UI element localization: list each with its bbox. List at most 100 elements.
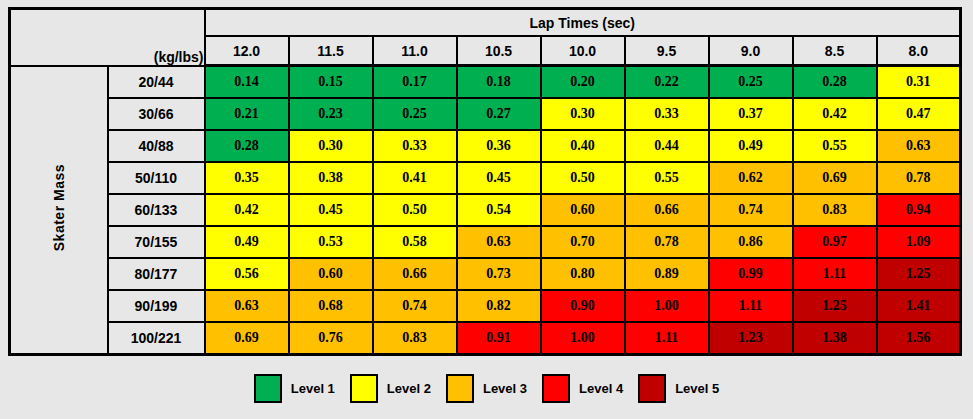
column-header: 10.0 <box>541 36 625 66</box>
row-label: 30/66 <box>108 98 205 130</box>
units-corner-cell: (kg/lbs) <box>10 9 205 66</box>
heatmap-cell: 0.97 <box>793 226 877 258</box>
table-title: Lap Times (sec) <box>205 9 961 37</box>
table-row: 90/1990.630.680.740.820.901.001.111.251.… <box>10 290 961 322</box>
legend-swatch-level-4 <box>542 374 570 403</box>
column-header: 11.5 <box>289 36 373 66</box>
heatmap-cell: 0.25 <box>373 98 457 130</box>
heatmap-cell: 0.91 <box>457 322 541 355</box>
heatmap-cell: 0.44 <box>625 130 709 162</box>
y-axis-title: Skater Mass <box>51 164 67 251</box>
heatmap-cell: 0.55 <box>793 130 877 162</box>
heatmap-cell: 0.35 <box>205 162 289 194</box>
legend-label: Level 1 <box>291 381 335 396</box>
row-label: 60/133 <box>108 194 205 226</box>
legend-label: Level 2 <box>387 381 431 396</box>
table-title-row: (kg/lbs) Lap Times (sec) <box>10 9 961 37</box>
heatmap-cell: 0.36 <box>457 130 541 162</box>
heatmap-cell: 0.49 <box>205 226 289 258</box>
lap-times-heatmap-table: (kg/lbs) Lap Times (sec) 12.011.511.010.… <box>8 7 962 356</box>
heatmap-cell: 0.47 <box>877 98 961 130</box>
heatmap-cell: 0.60 <box>289 258 373 290</box>
heatmap-cell: 0.70 <box>541 226 625 258</box>
heatmap-cell: 1.56 <box>877 322 961 355</box>
heatmap-cell: 0.86 <box>709 226 793 258</box>
heatmap-cell: 0.66 <box>373 258 457 290</box>
table-row: 60/1330.420.450.500.540.600.660.740.830.… <box>10 194 961 226</box>
legend-item: Level 3 <box>446 374 527 403</box>
row-label: 80/177 <box>108 258 205 290</box>
legend-swatch-level-5 <box>638 374 666 403</box>
heatmap-cell: 0.33 <box>373 130 457 162</box>
column-header: 9.0 <box>709 36 793 66</box>
heatmap-cell: 0.63 <box>205 290 289 322</box>
heatmap-cell: 0.74 <box>709 194 793 226</box>
table-row: 40/880.280.300.330.360.400.440.490.550.6… <box>10 130 961 162</box>
heatmap-cell: 1.11 <box>625 322 709 355</box>
legend-item: Level 2 <box>350 374 431 403</box>
heatmap-cell: 0.78 <box>877 162 961 194</box>
heatmap-cell: 0.63 <box>877 130 961 162</box>
heatmap-cell: 1.25 <box>877 258 961 290</box>
heatmap-cell: 0.42 <box>205 194 289 226</box>
heatmap-cell: 0.20 <box>541 66 625 99</box>
heatmap-cell: 1.38 <box>793 322 877 355</box>
heatmap-cell: 0.83 <box>373 322 457 355</box>
heatmap-cell: 0.38 <box>289 162 373 194</box>
heatmap-cell: 0.42 <box>793 98 877 130</box>
legend-swatch-level-2 <box>350 374 378 403</box>
row-label: 50/110 <box>108 162 205 194</box>
heatmap-cell: 0.94 <box>877 194 961 226</box>
table-row: 100/2210.690.760.830.911.001.111.231.381… <box>10 322 961 355</box>
units-label: (kg/lbs) <box>154 49 204 65</box>
column-header: 12.0 <box>205 36 289 66</box>
heatmap-cell: 0.21 <box>205 98 289 130</box>
legend-label: Level 3 <box>483 381 527 396</box>
heatmap-cell: 0.62 <box>709 162 793 194</box>
column-header: 9.5 <box>625 36 709 66</box>
page: (kg/lbs) Lap Times (sec) 12.011.511.010.… <box>0 0 973 419</box>
row-label: 20/44 <box>108 66 205 99</box>
heatmap-cell: 0.41 <box>373 162 457 194</box>
row-label: 40/88 <box>108 130 205 162</box>
heatmap-cell: 1.23 <box>709 322 793 355</box>
heatmap-cell: 0.28 <box>205 130 289 162</box>
heatmap-cell: 0.54 <box>457 194 541 226</box>
heatmap-cell: 0.69 <box>205 322 289 355</box>
heatmap-cell: 0.78 <box>625 226 709 258</box>
row-label: 70/155 <box>108 226 205 258</box>
heatmap-cell: 0.74 <box>373 290 457 322</box>
heatmap-cell: 0.99 <box>709 258 793 290</box>
heatmap-cell: 0.69 <box>793 162 877 194</box>
heatmap-cell: 0.25 <box>709 66 793 99</box>
heatmap-cell: 1.25 <box>793 290 877 322</box>
legend-label: Level 5 <box>675 381 719 396</box>
heatmap-cell: 0.56 <box>205 258 289 290</box>
heatmap-cell: 0.63 <box>457 226 541 258</box>
heatmap-cell: 0.14 <box>205 66 289 99</box>
heatmap-cell: 0.45 <box>289 194 373 226</box>
row-label: 90/199 <box>108 290 205 322</box>
heatmap-cell: 0.55 <box>625 162 709 194</box>
heatmap-cell: 0.15 <box>289 66 373 99</box>
heatmap-cell: 1.11 <box>709 290 793 322</box>
heatmap-cell: 0.83 <box>793 194 877 226</box>
legend-label: Level 4 <box>579 381 623 396</box>
heatmap-cell: 0.89 <box>625 258 709 290</box>
heatmap-cell: 0.31 <box>877 66 961 99</box>
table-row: 30/660.210.230.250.270.300.330.370.420.4… <box>10 98 961 130</box>
heatmap-cell: 0.45 <box>457 162 541 194</box>
heatmap-cell: 1.09 <box>877 226 961 258</box>
heatmap-cell: 0.40 <box>541 130 625 162</box>
column-header: 8.0 <box>877 36 961 66</box>
heatmap-cell: 0.53 <box>289 226 373 258</box>
legend: Level 1 Level 2 Level 3 Level 4 Level 5 <box>0 374 973 403</box>
heatmap-cell: 0.66 <box>625 194 709 226</box>
legend-item: Level 4 <box>542 374 623 403</box>
column-header: 8.5 <box>793 36 877 66</box>
heatmap-cell: 0.90 <box>541 290 625 322</box>
heatmap-cell: 0.30 <box>541 98 625 130</box>
column-header: 10.5 <box>457 36 541 66</box>
heatmap-cell: 0.50 <box>373 194 457 226</box>
heatmap-cell: 0.18 <box>457 66 541 99</box>
